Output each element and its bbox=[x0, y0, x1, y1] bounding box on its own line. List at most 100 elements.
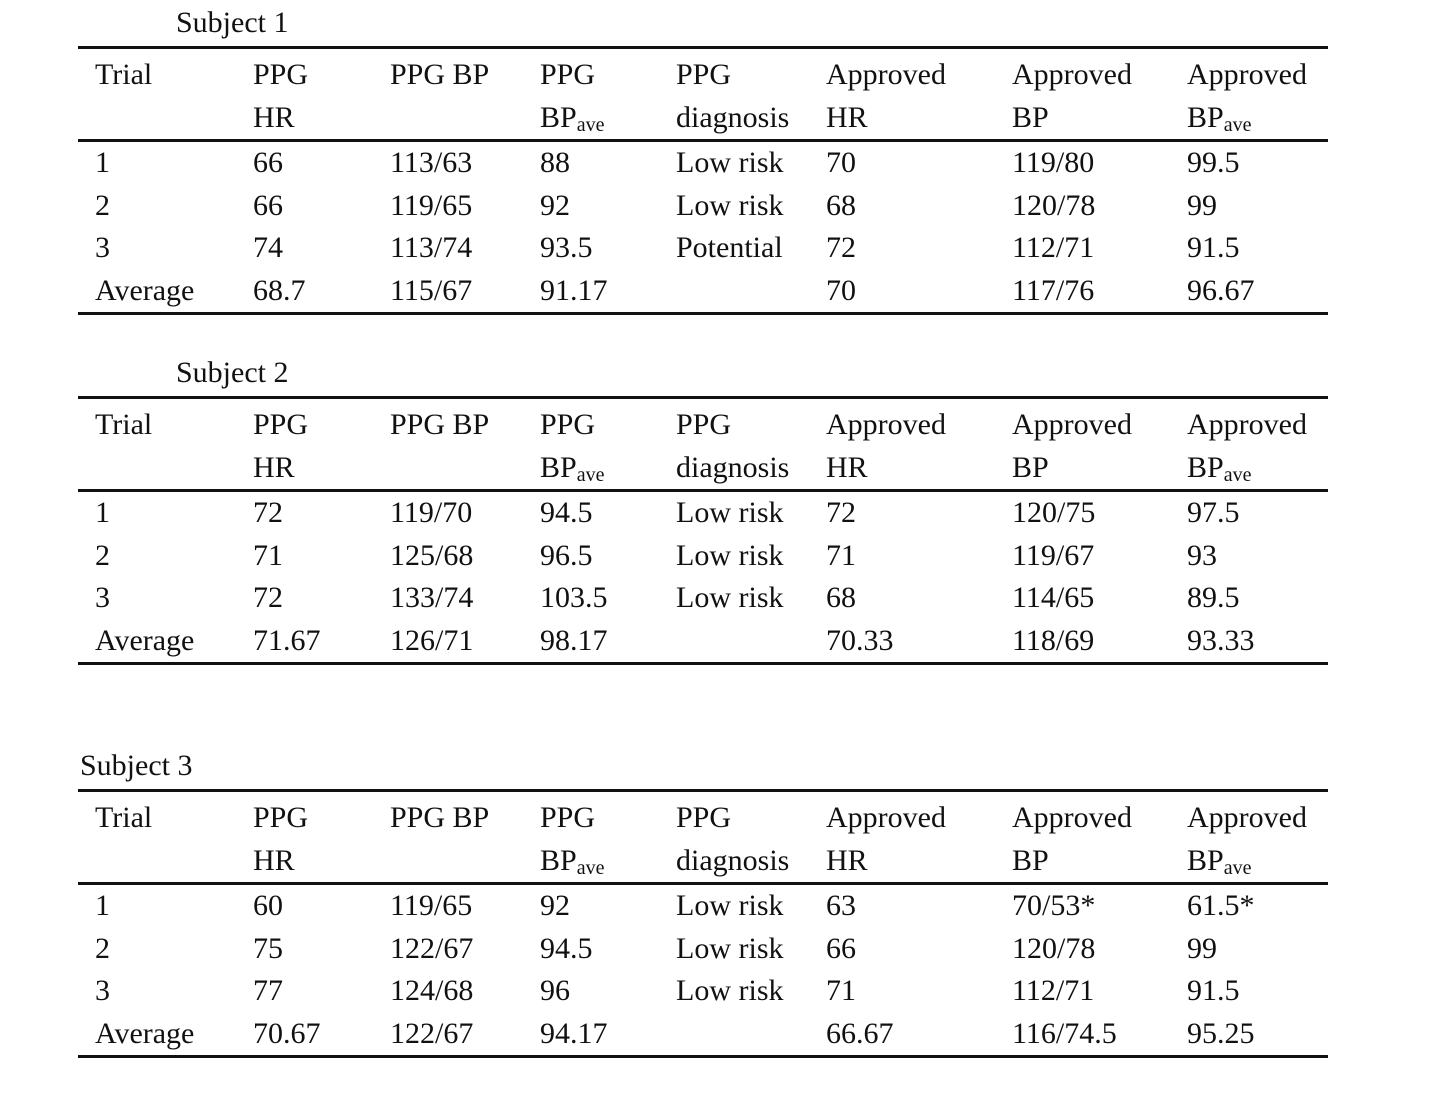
cell-approved-hr: 72 bbox=[826, 231, 856, 264]
header-approved-bpave: Approved BPave bbox=[1187, 48, 1328, 141]
header-row: Trial PPG HR PPG BP PPG BPave PPG diagnosis Appr… bbox=[78, 397, 1328, 491]
header-ppg-diagnosis: PPG diagnosis bbox=[676, 48, 826, 141]
cell-approved-hr: 72 bbox=[826, 496, 856, 529]
cell-ppg-diagnosis: Potential bbox=[676, 231, 783, 264]
header-trial: Trial bbox=[78, 791, 253, 884]
cell-approved-bp: 116/74.5 bbox=[1012, 1016, 1117, 1050]
cell-approved-bpave: 99.5 bbox=[1187, 146, 1240, 179]
header-subscript: ave bbox=[1223, 857, 1252, 879]
header-ppg-bpave: PPG BPave bbox=[540, 791, 676, 884]
cell-ppg-hr: 70.67 bbox=[253, 1016, 321, 1050]
header-line-2: HR bbox=[253, 451, 295, 484]
cell-ppg-bp: 133/74 bbox=[390, 581, 474, 614]
cell-trial: 3 bbox=[95, 974, 110, 1007]
cell-ppg-hr: 66 bbox=[253, 188, 283, 222]
cell-ppg-diagnosis bbox=[676, 270, 826, 314]
subject-title: Subject 3 bbox=[80, 749, 193, 782]
cell-ppg-diagnosis: Low risk bbox=[676, 188, 784, 222]
cell-approved-bpave: 96.67 bbox=[1187, 273, 1255, 307]
cell-ppg-bp: 122/67 bbox=[390, 931, 474, 965]
header-ppg-hr: PPG HR bbox=[253, 48, 390, 141]
subject-table: Trial PPG HR PPG BP PPG BPave PPG diagnosis Appr… bbox=[78, 789, 1328, 1058]
cell-ppg-bp: 113/63 bbox=[390, 146, 473, 179]
header-ppg-diagnosis: PPG diagnosis bbox=[676, 791, 826, 884]
cell-ppg-bp: 119/65 bbox=[390, 889, 473, 922]
header-approved-bp: Approved BP bbox=[1012, 48, 1187, 141]
header-line-2: HR bbox=[826, 101, 868, 134]
header-ppg-bpave: PPG BPave bbox=[540, 48, 676, 141]
header-line-1: Approved bbox=[1012, 58, 1132, 91]
cell-trial: 1 bbox=[95, 146, 110, 179]
cell-approved-bp: 120/78 bbox=[1012, 931, 1096, 965]
header-bp-text: BP bbox=[1187, 101, 1224, 134]
cell-ppg-bp: 119/70 bbox=[390, 496, 473, 529]
cell-approved-bpave: 89.5 bbox=[1187, 581, 1240, 614]
table-row: 1 60 119/65 92 Low risk 63 70/53* 61.5* bbox=[78, 884, 1328, 928]
header-subscript: ave bbox=[576, 114, 605, 136]
header-bp-text: BP bbox=[540, 451, 577, 484]
cell-trial: 1 bbox=[95, 496, 110, 529]
cell-ppg-hr: 68.7 bbox=[253, 273, 306, 307]
header-approved-bp: Approved BP bbox=[1012, 398, 1187, 491]
cell-ppg-bp: 115/67 bbox=[390, 273, 473, 307]
cell-trial: Average bbox=[95, 623, 195, 657]
table-row: 3 74 113/74 93.5 Potential 72 112/71 91.5 bbox=[78, 227, 1328, 270]
header-line-2: HR bbox=[253, 101, 295, 134]
cell-approved-bpave: 99 bbox=[1187, 188, 1217, 222]
table-row: 2 75 122/67 94.5 Low risk 66 120/78 99 bbox=[78, 928, 1328, 971]
header-line-2: HR bbox=[826, 451, 868, 484]
cell-approved-hr: 66 bbox=[826, 931, 856, 965]
header-text: PPG BP bbox=[390, 58, 490, 91]
header-line-2: BPave bbox=[1187, 446, 1328, 489]
subject-table: Trial PPG HR PPG BP PPG BPave PPG diagnosis Appr… bbox=[78, 396, 1328, 665]
header-line-1: PPG bbox=[253, 58, 309, 91]
cell-approved-hr: 63 bbox=[826, 889, 856, 922]
header-ppg-hr: PPG HR bbox=[253, 791, 390, 884]
cell-trial: 3 bbox=[95, 581, 110, 614]
table-header: Trial PPG HR PPG BP PPG BPave PPG diagnosis Appr… bbox=[78, 790, 1328, 884]
cell-ppg-bpave: 96.5 bbox=[540, 538, 593, 572]
cell-ppg-bpave: 88 bbox=[540, 146, 570, 179]
header-line-1: PPG bbox=[253, 408, 309, 441]
header-ppg-hr: PPG HR bbox=[253, 398, 390, 491]
header-text: Trial bbox=[95, 58, 153, 91]
header-line-2: BPave bbox=[1187, 839, 1328, 882]
cell-approved-hr: 66.67 bbox=[826, 1016, 894, 1050]
table-header: Trial PPG HR PPG BP PPG BPave PPG diagnosis Appr… bbox=[78, 47, 1328, 141]
header-bp-text: BP bbox=[540, 844, 577, 877]
header-line-1: PPG bbox=[253, 801, 309, 834]
cell-approved-bpave: 93.33 bbox=[1187, 623, 1255, 657]
cell-trial: 2 bbox=[95, 931, 110, 965]
table-row: 3 77 124/68 96 Low risk 71 112/71 91.5 bbox=[78, 970, 1328, 1013]
header-subscript: ave bbox=[576, 857, 605, 879]
header-text: Trial bbox=[95, 408, 153, 441]
cell-approved-bpave: 99 bbox=[1187, 931, 1217, 965]
table-row: 2 66 119/65 92 Low risk 68 120/78 99 bbox=[78, 185, 1328, 228]
cell-ppg-diagnosis: Low risk bbox=[676, 146, 784, 179]
average-row: Average 70.67 122/67 94.17 66.67 116/74.5 95.2… bbox=[78, 1013, 1328, 1057]
cell-approved-bpave: 95.25 bbox=[1187, 1016, 1255, 1050]
cell-ppg-hr: 66 bbox=[253, 146, 283, 179]
header-line-1: Approved bbox=[826, 801, 946, 834]
cell-approved-hr: 70 bbox=[826, 273, 856, 307]
cell-ppg-diagnosis: Low risk bbox=[676, 538, 784, 572]
header-row: Trial PPG HR PPG BP PPG BPave PPG diagnosis Appr… bbox=[78, 47, 1328, 141]
cell-ppg-hr: 74 bbox=[253, 231, 283, 264]
cell-ppg-bpave: 94.5 bbox=[540, 931, 593, 965]
cell-approved-bpave: 61.5* bbox=[1187, 889, 1255, 922]
cell-ppg-diagnosis bbox=[676, 620, 826, 664]
table-body: 1 72 119/70 94.5 Low risk 72 120/75 97.5 2 71 125/… bbox=[78, 491, 1328, 664]
cell-ppg-diagnosis: Low risk bbox=[676, 581, 784, 614]
cell-ppg-bp: 113/74 bbox=[390, 231, 473, 264]
header-text: Trial bbox=[95, 801, 153, 834]
cell-approved-bpave: 97.5 bbox=[1187, 496, 1240, 529]
cell-ppg-diagnosis: Low risk bbox=[676, 889, 784, 922]
cell-ppg-bpave: 103.5 bbox=[540, 581, 608, 614]
cell-approved-bpave: 93 bbox=[1187, 538, 1217, 572]
header-line-1: PPG bbox=[540, 801, 596, 834]
cell-approved-bp: 112/71 bbox=[1012, 974, 1095, 1007]
cell-ppg-bpave: 94.17 bbox=[540, 1016, 608, 1050]
cell-trial: Average bbox=[95, 273, 195, 307]
header-approved-bpave: Approved BPave bbox=[1187, 398, 1328, 491]
cell-approved-bp: 70/53* bbox=[1012, 889, 1096, 922]
